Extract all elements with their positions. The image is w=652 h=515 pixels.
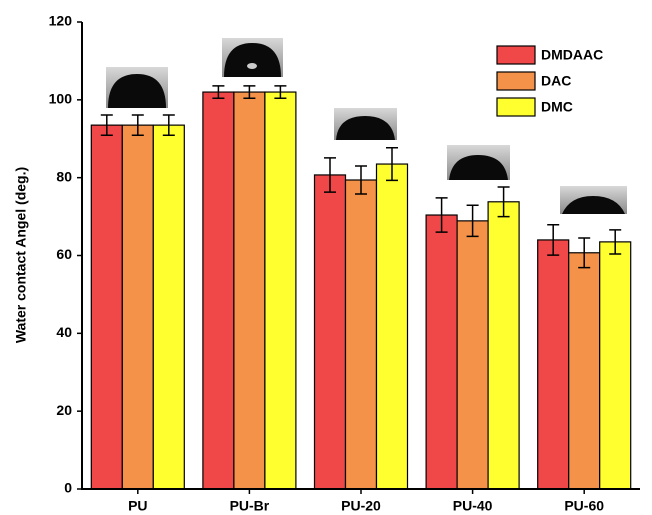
bar <box>91 125 122 489</box>
legend-label: DMDAAC <box>541 47 603 63</box>
legend-swatch <box>497 72 535 90</box>
bar <box>203 92 234 489</box>
bar <box>234 92 265 489</box>
legend-swatch <box>497 98 535 116</box>
x-tick-label: PU <box>128 498 147 514</box>
y-axis-label: Water contact Angel (deg.) <box>13 167 29 343</box>
x-tick-label: PU-40 <box>453 498 493 514</box>
bar <box>122 125 153 489</box>
bar <box>265 92 296 489</box>
chart: Water contact Angel (deg.) 0 20 40 60 80 100 1… <box>0 0 652 515</box>
x-tick-label: PU-20 <box>341 498 381 514</box>
bar <box>600 242 631 489</box>
bar <box>377 164 408 489</box>
bar <box>538 240 569 489</box>
x-tick-label: PU-60 <box>564 498 604 514</box>
bar <box>426 215 457 489</box>
y-tick-label: 0 <box>64 480 72 496</box>
bar <box>153 125 184 489</box>
y-tick-label: 80 <box>56 168 72 184</box>
bar <box>315 175 346 489</box>
bar <box>488 202 519 489</box>
legend-label: DMC <box>541 99 573 115</box>
y-tick-label: 20 <box>56 402 72 418</box>
y-tick-label: 100 <box>49 91 73 107</box>
y-tick-label: 120 <box>49 13 73 29</box>
x-tick-label: PU-Br <box>230 498 270 514</box>
bar <box>457 221 488 489</box>
bar <box>569 253 600 489</box>
legend-swatch <box>497 46 535 64</box>
y-tick-label: 40 <box>56 324 72 340</box>
legend-label: DAC <box>541 73 571 89</box>
bar <box>346 180 377 489</box>
y-tick-label: 60 <box>56 246 72 262</box>
